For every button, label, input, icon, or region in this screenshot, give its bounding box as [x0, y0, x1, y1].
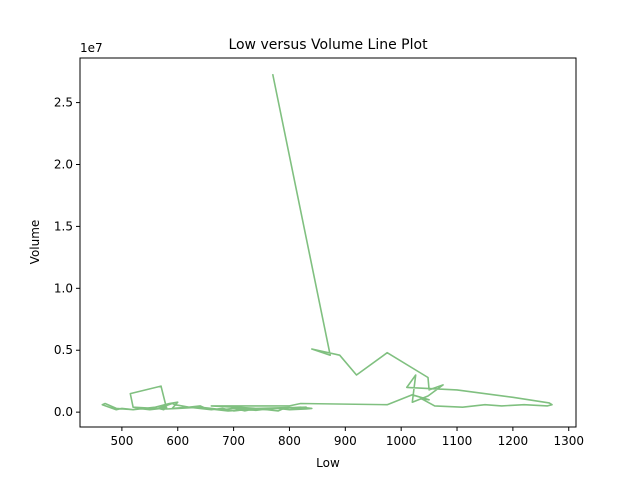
- x-axis: 500 600 700 800 900 1000 1100 1200 1300: [110, 427, 584, 448]
- y-tick-label: 1.0: [54, 281, 73, 295]
- series-line-0: [101, 73, 553, 412]
- x-tick-label: 800: [278, 434, 301, 448]
- plot-frame: [79, 57, 577, 428]
- y-tick-label: 2.0: [54, 157, 73, 171]
- x-tick-label: 1100: [442, 434, 473, 448]
- chart-title: Low versus Volume Line Plot: [228, 37, 428, 53]
- x-axis-title: Low: [316, 456, 340, 470]
- y-tick-label: 1.5: [54, 219, 73, 233]
- x-tick-label: 700: [222, 434, 245, 448]
- y-offset-label: 1e7: [80, 41, 103, 55]
- y-axis-title: Volume: [28, 220, 42, 265]
- x-tick-label: 900: [334, 434, 357, 448]
- y-tick-label: 0.5: [54, 343, 73, 357]
- x-tick-label: 500: [110, 434, 133, 448]
- plot-area: [101, 73, 553, 412]
- x-tick-label: 1200: [498, 434, 529, 448]
- x-tick-label: 1300: [553, 434, 584, 448]
- y-tick-label: 0.0: [54, 405, 73, 419]
- y-axis: 0.0 0.5 1.0 1.5 2.0 2.5: [54, 96, 80, 419]
- x-tick-label: 600: [166, 434, 189, 448]
- x-tick-label: 1000: [386, 434, 417, 448]
- y-tick-label: 2.5: [54, 96, 73, 110]
